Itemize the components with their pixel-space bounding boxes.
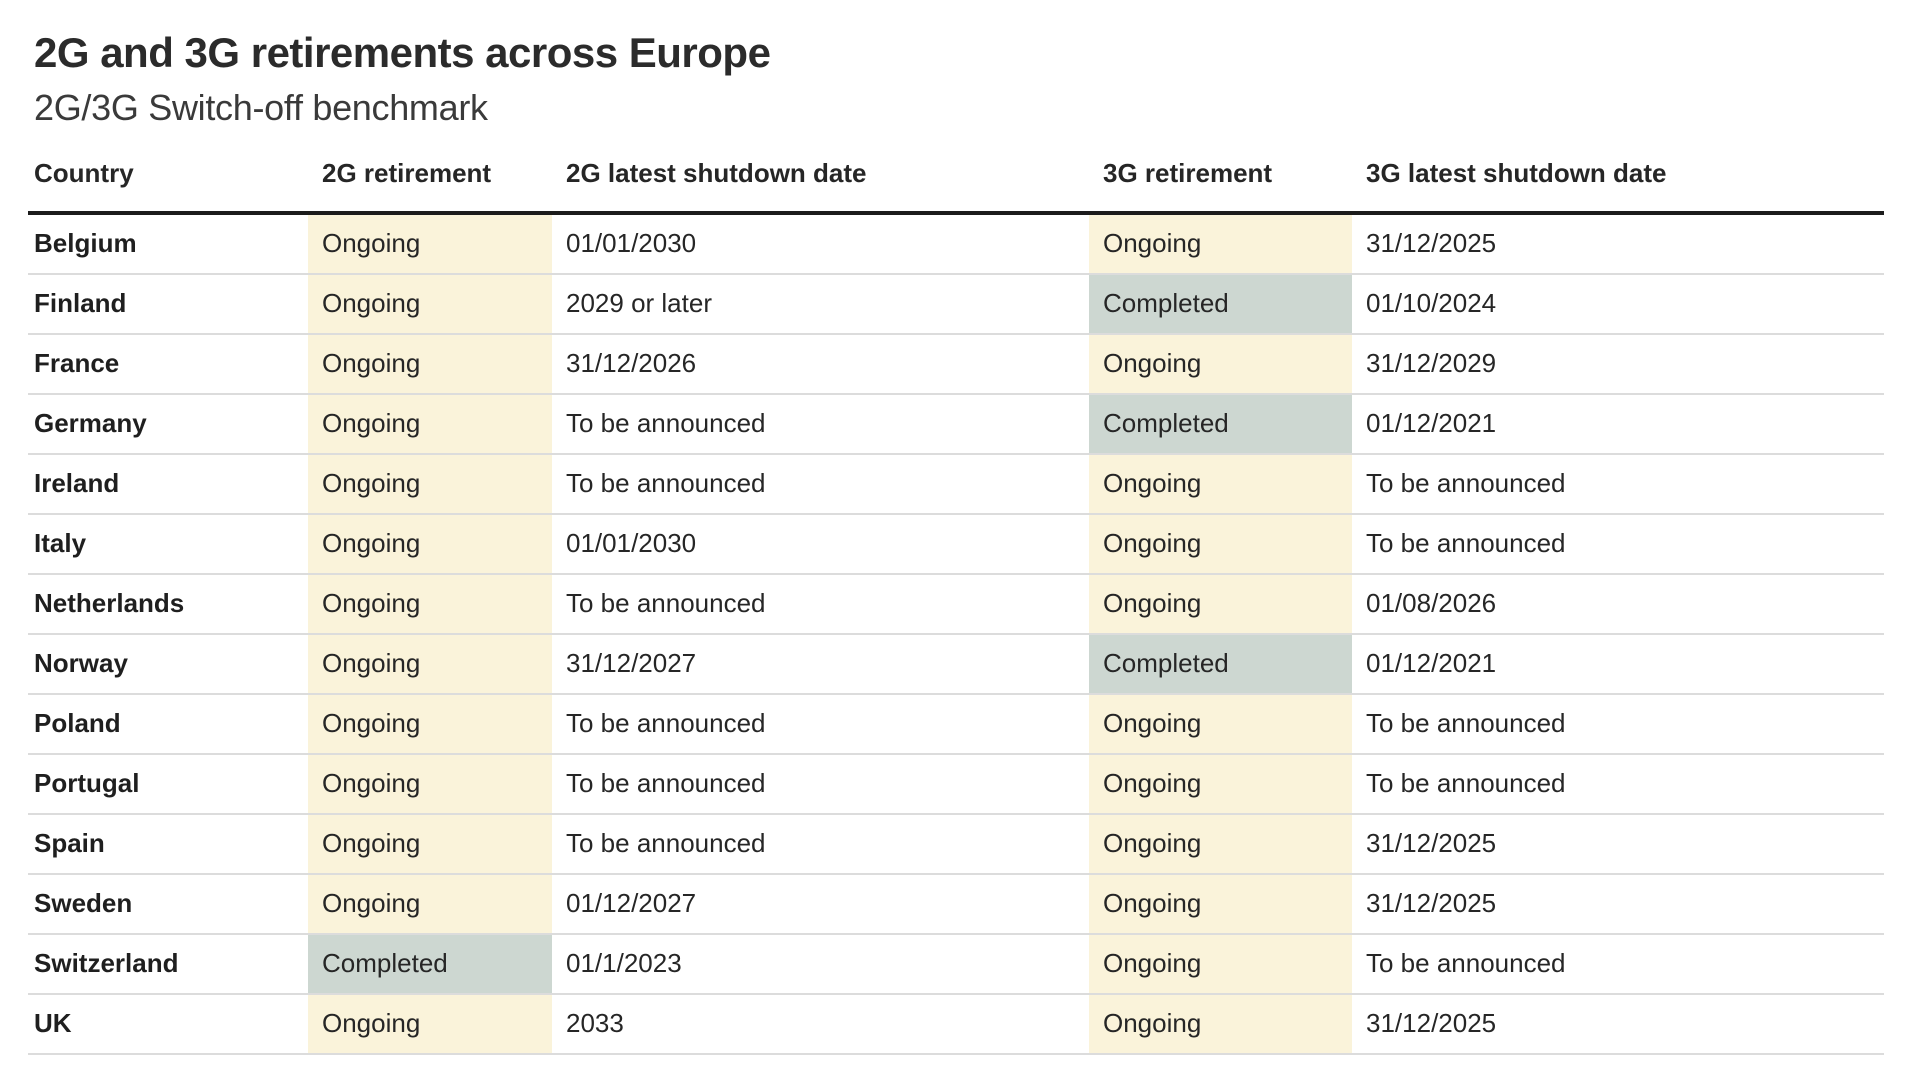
status-cell-g3-retirement: Ongoing	[1089, 993, 1352, 1055]
status-cell-g3-retirement: Ongoing	[1089, 813, 1352, 875]
retirements-table: Country 2G retirement 2G latest shutdown d…	[28, 157, 1884, 1055]
cell-g2-latest-shutdown-date: To be announced	[552, 693, 1089, 755]
status-cell-g3-retirement: Completed	[1089, 273, 1352, 335]
cell-g2-latest-shutdown-date: 01/12/2027	[552, 873, 1089, 935]
cell-country: Sweden	[28, 873, 308, 935]
status-cell-g3-retirement: Ongoing	[1089, 873, 1352, 935]
table-row: Germany Ongoing To be announced Completed 01…	[28, 393, 1884, 455]
cell-country: Germany	[28, 393, 308, 455]
status-cell-g2-retirement: Ongoing	[308, 633, 552, 695]
table-row: Poland Ongoing To be announced Ongoing To be…	[28, 693, 1884, 755]
cell-country: Ireland	[28, 453, 308, 515]
status-cell-g3-retirement: Ongoing	[1089, 333, 1352, 395]
cell-country: Netherlands	[28, 573, 308, 635]
status-cell-g2-retirement: Ongoing	[308, 873, 552, 935]
table-body: Belgium Ongoing 01/01/2030 Ongoing 31/12/202…	[28, 212, 1884, 1055]
cell-g3-latest-shutdown-date: 31/12/2025	[1352, 873, 1884, 935]
cell-g3-latest-shutdown-date: To be announced	[1352, 753, 1884, 815]
table-row: Ireland Ongoing To be announced Ongoing To b…	[28, 453, 1884, 515]
table-header-row: Country 2G retirement 2G latest shutdown d…	[28, 157, 1884, 215]
status-cell-g3-retirement: Ongoing	[1089, 212, 1352, 275]
cell-g3-latest-shutdown-date: To be announced	[1352, 933, 1884, 995]
cell-g3-latest-shutdown-date: 01/12/2021	[1352, 393, 1884, 455]
cell-g3-latest-shutdown-date: To be announced	[1352, 513, 1884, 575]
column-header-country: Country	[28, 157, 308, 215]
status-cell-g2-retirement: Ongoing	[308, 393, 552, 455]
cell-country: Norway	[28, 633, 308, 695]
cell-g3-latest-shutdown-date: To be announced	[1352, 453, 1884, 515]
cell-g2-latest-shutdown-date: 2033	[552, 993, 1089, 1055]
table-row: Italy Ongoing 01/01/2030 Ongoing To be annou…	[28, 513, 1884, 575]
cell-country: Switzerland	[28, 933, 308, 995]
status-cell-g2-retirement: Ongoing	[308, 212, 552, 275]
cell-g3-latest-shutdown-date: To be announced	[1352, 693, 1884, 755]
status-cell-g2-retirement: Ongoing	[308, 993, 552, 1055]
column-header-g3-latest-shutdown-date: 3G latest shutdown date	[1352, 157, 1884, 215]
cell-g3-latest-shutdown-date: 31/12/2029	[1352, 333, 1884, 395]
column-header-g2-retirement: 2G retirement	[308, 157, 552, 215]
cell-country: Finland	[28, 273, 308, 335]
table-row: Finland Ongoing 2029 or later Completed 01/1…	[28, 273, 1884, 335]
cell-country: UK	[28, 993, 308, 1055]
status-cell-g3-retirement: Ongoing	[1089, 453, 1352, 515]
cell-g3-latest-shutdown-date: 31/12/2025	[1352, 813, 1884, 875]
table-row: UK Ongoing 2033 Ongoing 31/12/2025	[28, 993, 1884, 1055]
cell-g2-latest-shutdown-date: 31/12/2027	[552, 633, 1089, 695]
status-cell-g2-retirement: Ongoing	[308, 273, 552, 335]
status-cell-g3-retirement: Ongoing	[1089, 573, 1352, 635]
cell-g2-latest-shutdown-date: To be announced	[552, 813, 1089, 875]
status-cell-g2-retirement: Ongoing	[308, 513, 552, 575]
page-subtitle: 2G/3G Switch-off benchmark	[34, 87, 488, 129]
cell-country: Belgium	[28, 212, 308, 275]
cell-g2-latest-shutdown-date: 01/1/2023	[552, 933, 1089, 995]
status-cell-g2-retirement: Ongoing	[308, 333, 552, 395]
table-row: Spain Ongoing To be announced Ongoing 31/12/…	[28, 813, 1884, 875]
page-title: 2G and 3G retirements across Europe	[34, 29, 771, 76]
cell-country: France	[28, 333, 308, 395]
column-header-g3-retirement: 3G retirement	[1089, 157, 1352, 215]
cell-g3-latest-shutdown-date: 01/10/2024	[1352, 273, 1884, 335]
table-row: Netherlands Ongoing To be announced Ongoing…	[28, 573, 1884, 635]
status-cell-g3-retirement: Completed	[1089, 633, 1352, 695]
table-row: Sweden Ongoing 01/12/2027 Ongoing 31/12/2025	[28, 873, 1884, 935]
column-header-g2-latest-shutdown-date: 2G latest shutdown date	[552, 157, 1089, 215]
status-cell-g3-retirement: Ongoing	[1089, 753, 1352, 815]
cell-g2-latest-shutdown-date: 01/01/2030	[552, 212, 1089, 275]
table-row: Belgium Ongoing 01/01/2030 Ongoing 31/12/202…	[28, 212, 1884, 275]
cell-g2-latest-shutdown-date: 31/12/2026	[552, 333, 1089, 395]
cell-g2-latest-shutdown-date: 01/01/2030	[552, 513, 1089, 575]
cell-g2-latest-shutdown-date: To be announced	[552, 393, 1089, 455]
status-cell-g3-retirement: Ongoing	[1089, 693, 1352, 755]
cell-g2-latest-shutdown-date: To be announced	[552, 753, 1089, 815]
cell-g3-latest-shutdown-date: 01/08/2026	[1352, 573, 1884, 635]
cell-country: Portugal	[28, 753, 308, 815]
status-cell-g3-retirement: Ongoing	[1089, 513, 1352, 575]
cell-g2-latest-shutdown-date: 2029 or later	[552, 273, 1089, 335]
status-cell-g2-retirement: Ongoing	[308, 813, 552, 875]
cell-country: Italy	[28, 513, 308, 575]
table-row: Switzerland Completed 01/1/2023 Ongoing To b…	[28, 933, 1884, 995]
status-cell-g3-retirement: Completed	[1089, 393, 1352, 455]
cell-g3-latest-shutdown-date: 31/12/2025	[1352, 993, 1884, 1055]
status-cell-g3-retirement: Ongoing	[1089, 933, 1352, 995]
table-row: Norway Ongoing 31/12/2027 Completed 01/12/20…	[28, 633, 1884, 695]
cell-g3-latest-shutdown-date: 01/12/2021	[1352, 633, 1884, 695]
table-row: France Ongoing 31/12/2026 Ongoing 31/12/2029	[28, 333, 1884, 395]
status-cell-g2-retirement: Ongoing	[308, 753, 552, 815]
status-cell-g2-retirement: Ongoing	[308, 453, 552, 515]
cell-country: Poland	[28, 693, 308, 755]
status-cell-g2-retirement: Ongoing	[308, 693, 552, 755]
cell-g3-latest-shutdown-date: 31/12/2025	[1352, 212, 1884, 275]
page: 2G and 3G retirements across Europe 2G/3…	[28, 29, 1884, 1055]
status-cell-g2-retirement: Ongoing	[308, 573, 552, 635]
cell-g2-latest-shutdown-date: To be announced	[552, 573, 1089, 635]
cell-g2-latest-shutdown-date: To be announced	[552, 453, 1089, 515]
table-row: Portugal Ongoing To be announced Ongoing To …	[28, 753, 1884, 815]
status-cell-g2-retirement: Completed	[308, 933, 552, 995]
cell-country: Spain	[28, 813, 308, 875]
